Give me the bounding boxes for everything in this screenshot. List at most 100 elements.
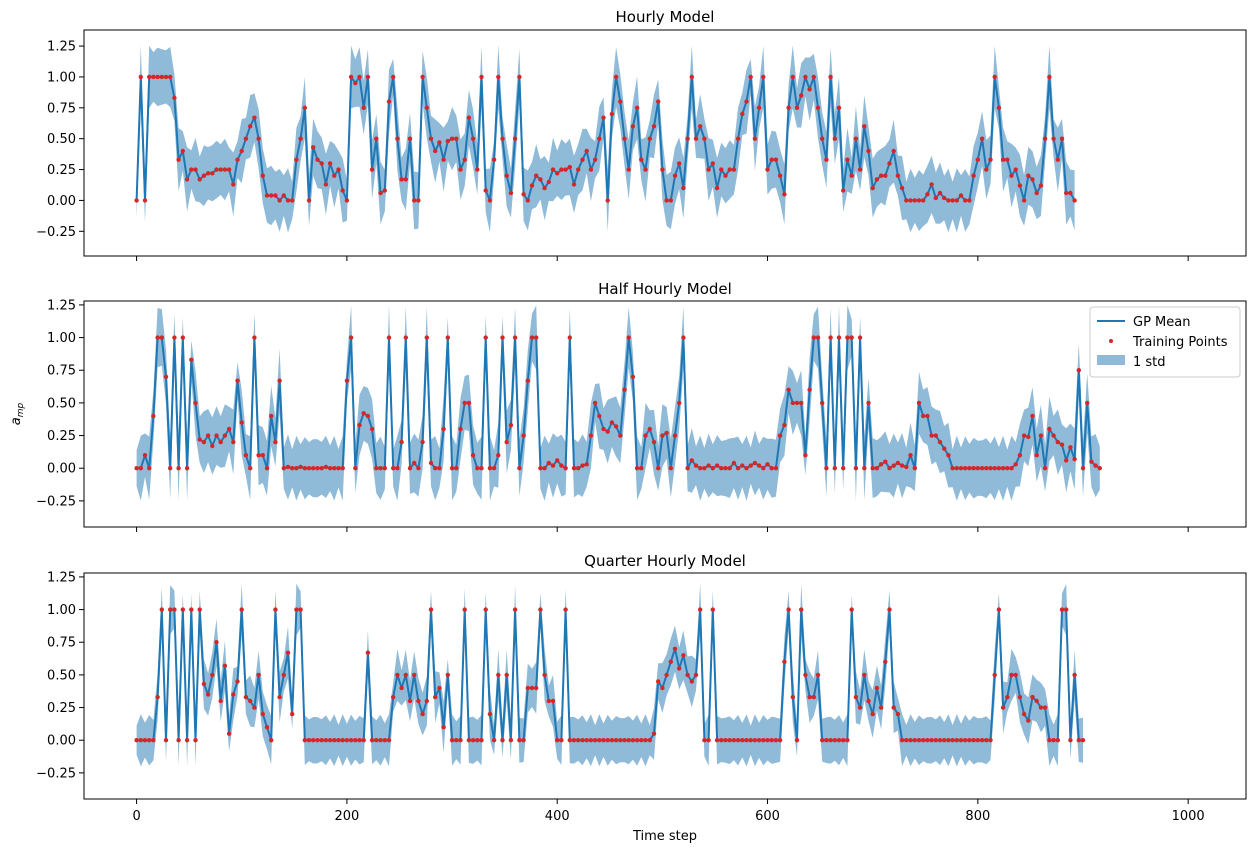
- svg-text:amp: amp: [9, 402, 26, 425]
- training-point: [782, 659, 787, 664]
- training-point: [235, 157, 240, 162]
- training-point: [395, 136, 400, 141]
- training-point: [1026, 434, 1031, 440]
- training-point: [138, 738, 143, 743]
- training-point: [904, 198, 909, 203]
- training-point: [807, 87, 812, 92]
- y-tick-label: 0.75: [47, 101, 76, 116]
- y-tick-label: −0.25: [36, 766, 76, 781]
- training-point: [845, 335, 850, 340]
- training-point: [832, 136, 837, 141]
- training-point: [609, 111, 615, 117]
- training-point: [353, 466, 358, 471]
- training-point: [563, 167, 568, 172]
- training-point: [567, 335, 572, 340]
- y-tick-label: 1.00: [47, 603, 76, 618]
- training-point: [243, 453, 249, 458]
- training-point: [487, 711, 493, 717]
- training-point: [958, 466, 964, 471]
- training-point: [420, 711, 425, 717]
- training-point: [441, 157, 446, 162]
- training-point: [491, 466, 497, 471]
- std-band-quarter-hourly: [136, 583, 1084, 767]
- training-point: [815, 672, 821, 678]
- training-point: [996, 105, 1002, 111]
- training-point: [306, 738, 312, 743]
- training-point: [210, 672, 215, 678]
- training-point: [374, 136, 379, 141]
- training-point: [639, 466, 644, 471]
- training-point: [643, 433, 648, 438]
- training-point: [281, 466, 286, 471]
- training-point: [382, 738, 387, 743]
- training-point: [302, 738, 307, 743]
- training-point: [979, 466, 985, 471]
- training-point: [963, 738, 968, 743]
- training-point: [147, 74, 152, 80]
- training-point: [681, 185, 686, 191]
- training-point: [714, 738, 720, 743]
- training-point: [252, 115, 257, 120]
- training-point: [832, 466, 837, 471]
- training-point: [870, 466, 875, 471]
- subplot-title-quarter-hourly: Quarter Hourly Model: [584, 552, 746, 570]
- training-point: [874, 685, 880, 691]
- training-point: [1013, 672, 1018, 678]
- training-point: [1072, 198, 1077, 203]
- training-point: [353, 80, 358, 86]
- training-point: [189, 607, 194, 612]
- x-tick-label: 800: [965, 809, 990, 824]
- training-point: [231, 692, 236, 697]
- training-point: [841, 738, 846, 743]
- training-point: [550, 463, 556, 468]
- training-point: [836, 105, 842, 111]
- training-point: [239, 607, 244, 612]
- training-point: [668, 466, 673, 471]
- training-point: [1085, 400, 1090, 406]
- training-point: [264, 466, 270, 471]
- training-point: [904, 738, 909, 743]
- training-point: [374, 466, 379, 471]
- training-point: [849, 607, 854, 612]
- training-point: [588, 167, 594, 172]
- training-point: [883, 459, 888, 464]
- training-point: [735, 136, 741, 141]
- training-point: [201, 439, 207, 445]
- training-point: [609, 738, 615, 743]
- training-point: [483, 607, 488, 612]
- training-point: [765, 738, 770, 743]
- training-point: [454, 466, 459, 471]
- training-point: [803, 74, 808, 80]
- training-point: [899, 738, 905, 743]
- training-point: [954, 198, 959, 203]
- training-point: [428, 460, 434, 466]
- training-point: [580, 157, 585, 162]
- training-point: [866, 148, 871, 154]
- legend: GP Mean Training Points 1 std: [1089, 306, 1241, 378]
- training-point: [454, 738, 459, 743]
- training-point: [391, 466, 396, 471]
- training-point: [878, 173, 884, 178]
- training-point: [580, 738, 585, 743]
- training-point: [853, 136, 859, 141]
- training-point: [433, 148, 438, 154]
- training-point: [538, 177, 543, 182]
- training-point: [416, 466, 421, 471]
- training-point: [521, 433, 526, 438]
- y-axis-label-sub: mp: [16, 402, 26, 417]
- training-point: [601, 115, 606, 120]
- training-point: [626, 738, 631, 743]
- training-point: [769, 738, 774, 743]
- y-tick-label: 0.50: [47, 668, 76, 683]
- training-point: [824, 157, 829, 162]
- legend-label-training-points: Training Points: [1132, 335, 1228, 350]
- x-tick-label: 0: [132, 809, 140, 824]
- training-point: [689, 458, 694, 463]
- training-point: [874, 177, 880, 182]
- training-point: [702, 738, 707, 743]
- training-point: [311, 145, 316, 150]
- training-point: [929, 738, 934, 743]
- training-point: [921, 738, 926, 743]
- training-point: [277, 198, 282, 203]
- training-point: [332, 738, 337, 743]
